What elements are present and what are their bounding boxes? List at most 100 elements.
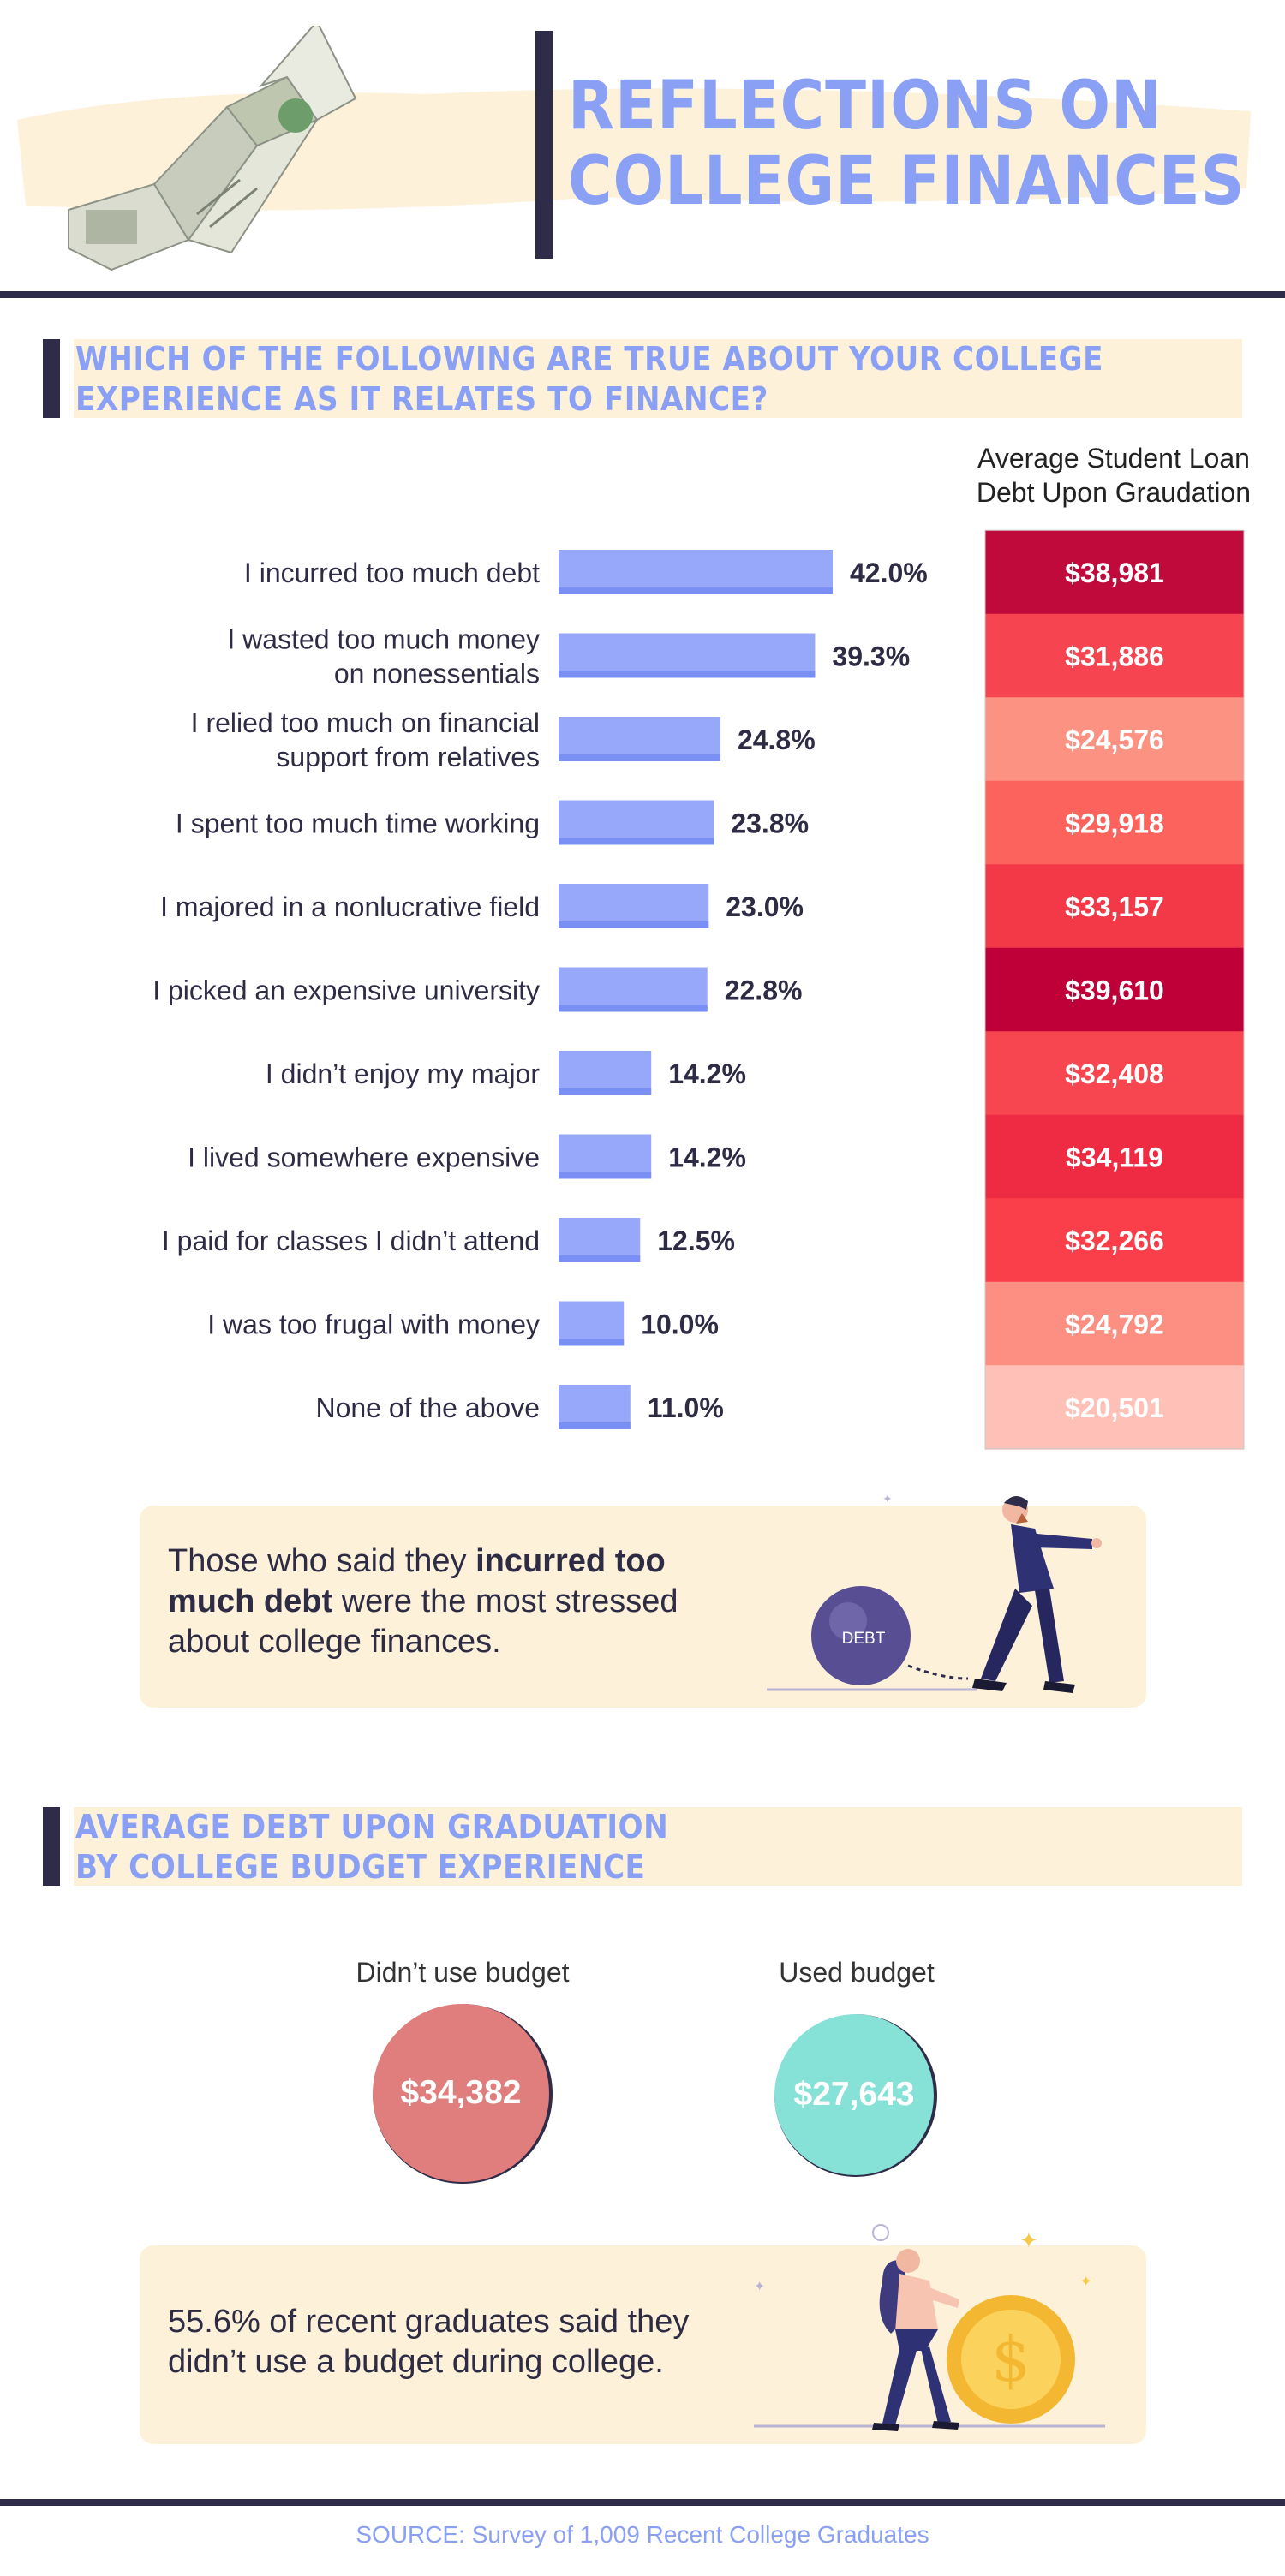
bar-value-label-4: 23.0% [726, 891, 804, 922]
bar-value-label-9: 10.0% [641, 1309, 719, 1340]
no-budget-debt-value: $34,382 [400, 2074, 522, 2111]
category-label-2-line-2: support from relatives [276, 742, 540, 772]
debt-stress-callout [140, 1506, 1146, 1708]
category-label-10-line-1: None of the above [315, 1392, 540, 1423]
callout1-line-3: about college finances. [168, 1624, 501, 1660]
bar-1 [559, 633, 816, 678]
bar-shade-2 [559, 754, 720, 761]
debt-cell-10 [985, 1365, 1244, 1450]
bar-shade-0 [559, 587, 833, 594]
debt-value-label-7: $34,119 [1066, 1142, 1163, 1173]
debt-value-label-9: $24,792 [1065, 1309, 1164, 1340]
debt-value-label-6: $32,408 [1065, 1058, 1164, 1089]
bar-shade-4 [559, 921, 709, 928]
callout1-line-1: Those who said they incurred too [168, 1541, 785, 1582]
debt-cell-1 [985, 613, 1244, 699]
section2-heading-line-1: Average debt upon graduation [75, 1808, 669, 1846]
debt-cell-6 [985, 1031, 1244, 1116]
bar-shade-8 [559, 1255, 641, 1262]
debt-cell-7 [985, 1114, 1244, 1200]
bar-value-label-3: 23.8% [731, 808, 809, 839]
bar-value-label-6: 14.2% [668, 1058, 746, 1089]
debt-value-label-2: $24,576 [1065, 724, 1164, 755]
section1-heading-tick [43, 339, 60, 418]
man-dragging-debt-illustration: ✦ DEBT [767, 1493, 1102, 1693]
callout1-line-2-bold: much debt [168, 1583, 333, 1619]
bar-shade-10 [559, 1422, 631, 1429]
no-budget-debt-circle: $34,382 [373, 2004, 553, 2184]
bar-3 [559, 800, 714, 845]
footer-divider [0, 2499, 1285, 2506]
callout1-line-2-text: were the most stressed [332, 1583, 678, 1619]
section1-heading-line-1: Which of the following are true about yo… [75, 340, 1103, 378]
bar-shade-1 [559, 671, 816, 678]
section2-heading-band [74, 1807, 1242, 1886]
debt-value-label-0: $38,981 [1065, 558, 1164, 588]
category-label-6-line-1: I didn’t enjoy my major [266, 1058, 540, 1089]
callout1-line-2: much debt were the most stressed [168, 1582, 785, 1622]
category-label-4-line-1: I majored in a nonlucrative field [160, 891, 540, 922]
bar-value-label-0: 42.0% [850, 558, 928, 588]
svg-text:$: $ [991, 2323, 1031, 2395]
debt-value-label-8: $32,266 [1065, 1225, 1164, 1256]
bar-value-label-7: 14.2% [668, 1142, 746, 1173]
callout1-line-1-bold: incurred too [475, 1543, 666, 1579]
category-label-0-line-1: I incurred too much debt [244, 558, 540, 588]
header-divider [0, 291, 1285, 298]
bar-shade-5 [559, 1005, 708, 1012]
bar-value-label-10: 11.0% [648, 1392, 724, 1423]
bar-shade-3 [559, 838, 714, 845]
debt-column-title-line-1: Average Student Loan [977, 443, 1250, 474]
debt-value-label-10: $20,501 [1065, 1392, 1164, 1423]
bar-10 [559, 1385, 631, 1429]
callout2-line-2: didn’t use a budget during college. [168, 2344, 664, 2380]
bar-4 [559, 884, 709, 928]
money-arrow-illustration [68, 26, 357, 271]
debt-value-label-5: $39,610 [1065, 975, 1164, 1006]
bar-value-label-1: 39.3% [832, 641, 910, 672]
finance-truths-bar-chart: 42.0% I incurred too much debt $38,981 39.3… [152, 529, 1245, 1450]
bar-value-label-5: 22.8% [725, 975, 803, 1006]
bar-shade-9 [559, 1339, 625, 1346]
bar-2 [559, 717, 720, 761]
section2-heading-tick [43, 1807, 60, 1886]
debt-cell-8 [985, 1198, 1244, 1283]
debt-cell-5 [985, 947, 1244, 1033]
budget-stat-callout-text: 55.6% of recent graduates said they didn… [168, 2302, 785, 2382]
woman-pushing-coin-illustration: ✦ ✦ ✦ $ [754, 2224, 1105, 2431]
debt-value-label-3: $29,918 [1065, 808, 1164, 839]
debt-ball-label: DEBT [842, 1630, 886, 1648]
bar-value-label-8: 12.5% [657, 1225, 735, 1256]
debt-stress-callout-text: Those who said they incurred too much de… [168, 1541, 785, 1662]
debt-value-label-1: $31,886 [1065, 641, 1164, 672]
debt-column-border [984, 529, 1245, 1450]
bar-5 [559, 967, 708, 1012]
callout1-line-1-text: Those who said they [168, 1543, 476, 1579]
bar-0 [559, 550, 833, 594]
section1-heading-line-2: experience as it relates to finance? [75, 380, 768, 418]
title-accent-bar [535, 31, 553, 259]
used-budget-debt-value: $27,643 [793, 2076, 915, 2113]
svg-text:✦: ✦ [754, 2278, 765, 2294]
category-label-1-line-1: I wasted too much money [227, 624, 540, 655]
category-label-2-line-1: I relied too much on financial [191, 707, 540, 738]
page-title-line-1: Reflections on [568, 68, 1162, 145]
bar-6 [559, 1051, 652, 1095]
section1-heading-band [74, 339, 1242, 418]
header-brush-decoration [17, 88, 1251, 211]
used-budget-debt-circle: $27,643 [774, 2014, 937, 2177]
bar-shade-7 [559, 1172, 652, 1179]
debt-cell-0 [985, 530, 1244, 615]
debt-cell-4 [985, 864, 1244, 949]
debt-value-label-4: $33,157 [1065, 891, 1164, 922]
category-label-5-line-1: I picked an expensive university [152, 975, 540, 1006]
debt-column-title-line-2: Debt Upon Graudation [976, 477, 1252, 508]
category-label-9-line-1: I was too frugal with money [207, 1309, 540, 1340]
debt-cell-3 [985, 780, 1244, 866]
used-budget-title: Used budget [779, 1957, 935, 1988]
bar-shade-6 [559, 1088, 652, 1095]
category-label-8-line-1: I paid for classes I didn’t attend [162, 1225, 540, 1256]
debt-cell-9 [985, 1281, 1244, 1367]
category-label-3-line-1: I spent too much time working [176, 808, 540, 839]
svg-text:✦: ✦ [882, 1493, 893, 1506]
